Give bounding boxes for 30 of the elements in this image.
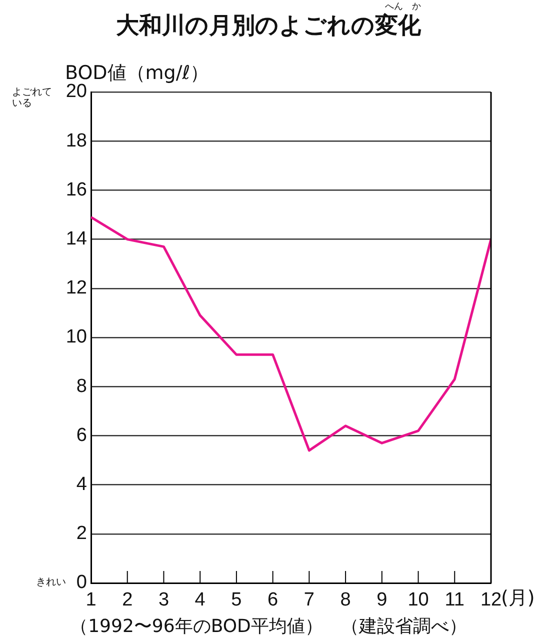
y-tick-label: 8 — [76, 376, 87, 397]
y-tick-label: 0 — [76, 572, 87, 594]
x-tick-label: 8 — [340, 590, 351, 611]
x-tick-label: 1 — [86, 590, 96, 611]
y-tick-label: 20 — [66, 81, 87, 102]
x-tick-label: 9 — [376, 590, 388, 611]
x-tick-label: 2 — [122, 590, 133, 611]
y-tick-label: 14 — [66, 228, 88, 250]
text: （1992〜96年のBOD平均値） （建設省調べ） — [69, 615, 468, 638]
y-tick-label: 16 — [66, 179, 87, 200]
y-axis-title: BOD値（mg/ℓ） — [65, 61, 210, 84]
x-tick-label: 12 — [480, 590, 502, 611]
y-tick-label: 6 — [76, 424, 87, 446]
y-tick-label: 12 — [66, 278, 87, 299]
x-tick-label: 10 — [408, 590, 429, 611]
x-tick-label: 7 — [304, 590, 314, 611]
text: きれい — [36, 576, 66, 589]
x-tick-label: 3 — [158, 590, 170, 611]
text: へん か — [385, 1, 421, 13]
x-tick-label: 4 — [194, 590, 206, 611]
y-tick-label: 4 — [76, 474, 88, 496]
y-tick-label: 18 — [66, 130, 87, 152]
text: よごれている — [12, 87, 53, 109]
x-tick-label: 6 — [268, 590, 278, 611]
x-tick-label: 5 — [231, 590, 242, 611]
x-tick-label: 11 — [444, 590, 465, 611]
y-tick-label: 10 — [66, 326, 87, 348]
chart-title: 大和川の月別のよごれの変化 — [116, 13, 421, 39]
y-tick-label: 2 — [76, 523, 87, 544]
x-axis-title: (月) — [501, 586, 535, 611]
